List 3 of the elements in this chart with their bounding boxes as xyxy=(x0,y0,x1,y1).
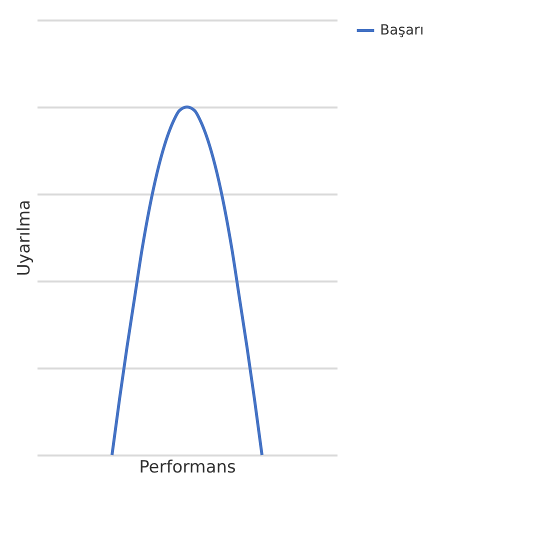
y-axis-title: Uyarılma xyxy=(14,200,34,276)
x-axis-title: Performans xyxy=(139,458,236,478)
legend-label: Başarı xyxy=(380,22,424,38)
